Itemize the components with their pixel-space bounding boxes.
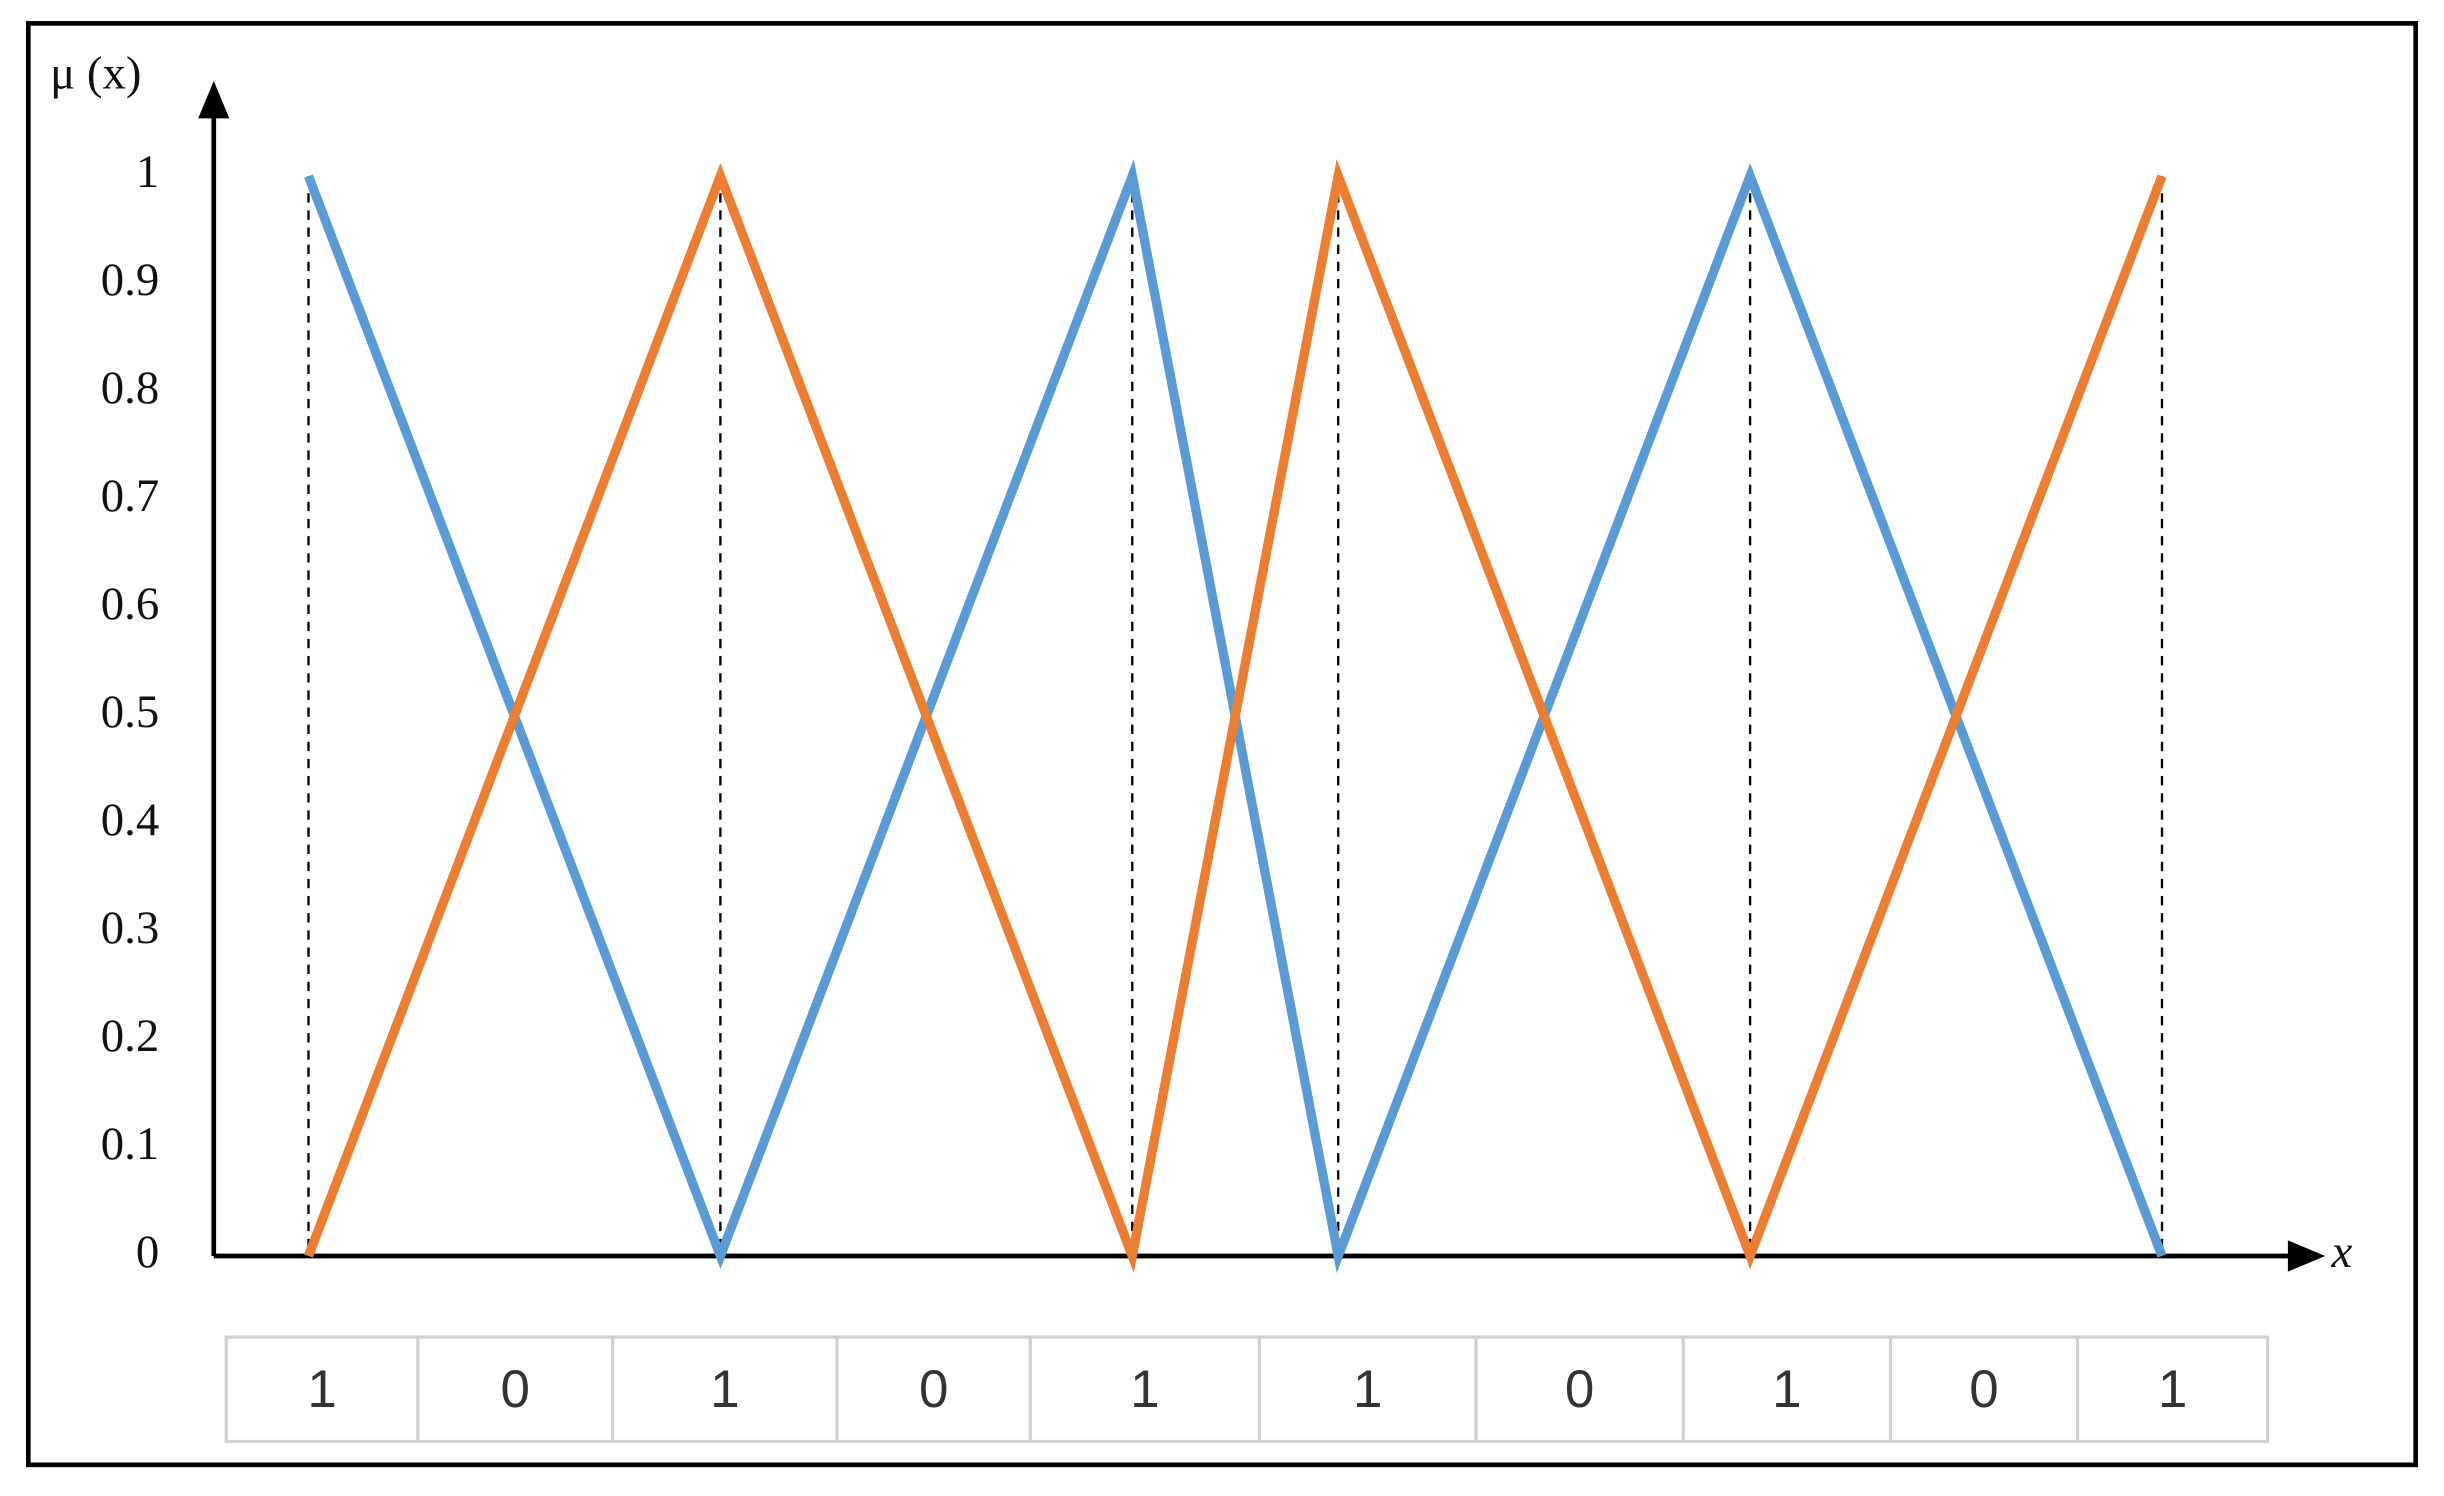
series-line — [304, 159, 2167, 1274]
x-axis-arrow — [2287, 1240, 2326, 1272]
plot-area: 0 0.1 0.2 0.3 0.4 0.5 0.6 0.7 0.8 0.9 1 — [101, 146, 2167, 1278]
y-tick-label: 0 — [136, 1226, 159, 1278]
y-tick-label: 1 — [136, 146, 159, 198]
cell-text: 0 — [1565, 1360, 1594, 1419]
table-cell — [835, 1335, 1032, 1444]
table-cell — [1257, 1335, 1478, 1444]
y-tick-label: 0.3 — [101, 902, 159, 954]
y-tick-label: 0.1 — [101, 1118, 159, 1170]
table-cell — [1888, 1335, 2080, 1444]
y-tick-label: 0.7 — [101, 470, 159, 522]
table-cell — [416, 1335, 615, 1444]
frame — [25, 21, 2419, 1468]
table-cell — [1681, 1335, 1893, 1444]
cell-text: 1 — [710, 1360, 739, 1419]
cell-text: 0 — [501, 1360, 530, 1419]
cell-text: 1 — [2158, 1360, 2187, 1419]
cell-text: 1 — [1130, 1360, 1159, 1419]
y-tick-label: 0.5 — [101, 686, 159, 738]
table-cell — [611, 1335, 839, 1444]
y-axis-label: μ (x) — [50, 48, 141, 100]
cell-text: 0 — [1969, 1360, 1998, 1419]
cell-text: 1 — [1772, 1360, 1801, 1419]
y-tick-label: 0.9 — [101, 254, 159, 306]
cell-text: 1 — [307, 1360, 336, 1419]
y-tick-label: 0.2 — [101, 1010, 159, 1062]
table-cell — [1474, 1335, 1685, 1444]
y-tick-label: 0.6 — [101, 578, 159, 630]
bit-table: 1 0 1 0 1 1 0 1 0 1 — [224, 1335, 2270, 1444]
x-axis-label: x — [2331, 1226, 2353, 1278]
cell-text: 0 — [919, 1360, 948, 1419]
y-axis-arrow — [198, 81, 230, 119]
y-tick-label: 0.4 — [101, 794, 159, 846]
table-cell — [2075, 1335, 2270, 1444]
y-tick-label: 0.8 — [101, 362, 159, 414]
cell-text: 1 — [1353, 1360, 1382, 1419]
